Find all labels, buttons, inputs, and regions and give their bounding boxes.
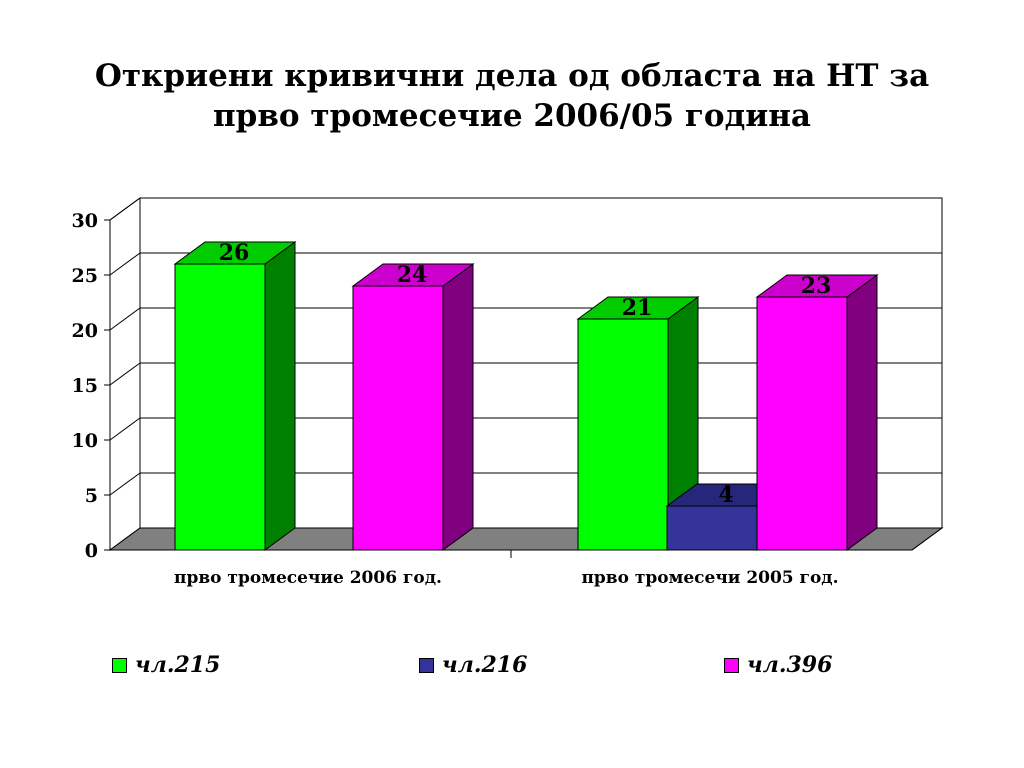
legend-item-chl216: чл.216 (419, 652, 527, 678)
bar-0-1 (577, 318, 669, 551)
y-tick-label: 5 (85, 485, 98, 507)
gridline-side (109, 417, 141, 441)
gridline-side (109, 252, 141, 276)
data-label: 26 (219, 240, 250, 266)
gridline-side (109, 307, 141, 331)
gridline-side (109, 472, 141, 496)
gridline-side (109, 197, 141, 221)
y-tick-label: 10 (72, 430, 98, 452)
data-label: 24 (397, 262, 428, 288)
x-axis-edge (911, 527, 943, 551)
bar-chart: 0 5 10 15 20 25 30 26 24 21 4 23 прво тромесечие 200… (72, 197, 944, 588)
bar-top-0-0 (173, 241, 297, 265)
chart-title-line-2: прво тромесечие 2006/05 година (212, 98, 812, 134)
bar-0-0 (174, 263, 266, 551)
data-label: 21 (622, 295, 653, 321)
legend-swatch-chl216 (419, 657, 434, 673)
y-tick-label: 20 (72, 320, 98, 342)
x-category-label: прво тромесечие 2006 год. (174, 568, 442, 588)
y-tick-label: 15 (72, 375, 98, 397)
chart-title-line-1: Откриени кривични дела од областа на НТ … (94, 58, 930, 94)
y-tick-label: 0 (85, 540, 98, 562)
legend-item-chl215: чл.215 (112, 652, 220, 678)
bar-top-2-1 (755, 274, 879, 298)
y-tick-label: 25 (72, 265, 98, 287)
bar-2-1 (756, 296, 848, 551)
data-label: 4 (718, 482, 733, 508)
legend-swatch-chl215 (112, 657, 127, 673)
chart-legend: чл.215 чл.216 чл.396 (0, 652, 1024, 684)
legend-label-chl396: чл.396 (747, 652, 833, 678)
bar-2-0 (352, 285, 444, 551)
legend-label-chl215: чл.215 (135, 652, 221, 678)
y-tick-label: 30 (72, 210, 98, 232)
bar-1-1 (666, 505, 758, 551)
legend-label-chl216: чл.216 (442, 652, 528, 678)
bar-top-0-1 (576, 296, 700, 320)
gridline-side (109, 362, 141, 386)
bar-side-2-0 (442, 263, 474, 551)
x-category-label: прво тромесечи 2005 год. (581, 568, 838, 588)
bar-side-0-0 (264, 241, 296, 551)
chart-title: Откриени кривични дела од областа на НТ … (0, 56, 1024, 136)
legend-item-chl396: чл.396 (724, 652, 832, 678)
bar-top-2-0 (351, 263, 475, 287)
data-label: 23 (801, 273, 832, 299)
legend-swatch-chl396 (724, 657, 739, 673)
bar-side-2-1 (846, 274, 878, 551)
